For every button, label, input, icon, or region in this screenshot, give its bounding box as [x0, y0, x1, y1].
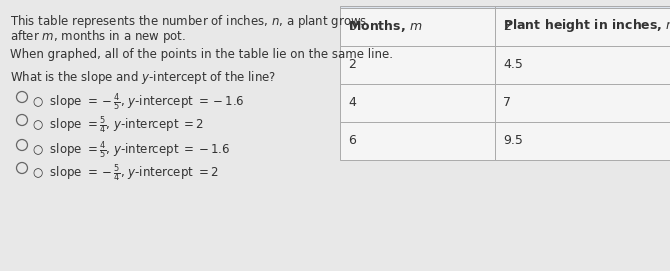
- Bar: [340, 46, 495, 84]
- Text: $\bigcirc$  slope $= -\frac{5}{4}$, $y$-intercept $= 2$: $\bigcirc$ slope $= -\frac{5}{4}$, $y$-i…: [32, 162, 218, 184]
- Text: Plant height in inches, $n$: Plant height in inches, $n$: [503, 18, 670, 34]
- Bar: [340, 6, 495, 46]
- Bar: [340, 8, 495, 46]
- Text: $\bigcirc$  slope $= \frac{5}{4}$, $y$-intercept $= 2$: $\bigcirc$ slope $= \frac{5}{4}$, $y$-in…: [32, 114, 204, 136]
- Text: $\bigcirc$  slope $= -\frac{4}{5}$, $y$-intercept $= -1.6$: $\bigcirc$ slope $= -\frac{4}{5}$, $y$-i…: [32, 91, 245, 113]
- Text: after $m$, months in a new pot.: after $m$, months in a new pot.: [10, 28, 186, 45]
- Text: When graphed, all of the points in the table lie on the same line.: When graphed, all of the points in the t…: [10, 48, 393, 61]
- Text: What is the slope and $y$-intercept of the line?: What is the slope and $y$-intercept of t…: [10, 69, 276, 86]
- Text: 4: 4: [348, 96, 356, 109]
- Text: 0: 0: [348, 21, 356, 34]
- Text: 9.5: 9.5: [503, 134, 523, 147]
- Bar: [495, 46, 670, 84]
- Text: Months, $m$: Months, $m$: [348, 18, 423, 34]
- Bar: [495, 8, 670, 46]
- Bar: [495, 84, 670, 122]
- Text: 2: 2: [503, 21, 511, 34]
- Bar: [340, 84, 495, 122]
- Text: 4.5: 4.5: [503, 59, 523, 72]
- Text: This table represents the number of inches, $n$, a plant grows: This table represents the number of inch…: [10, 13, 367, 30]
- Bar: [340, 122, 495, 160]
- Bar: [495, 6, 670, 46]
- Text: 6: 6: [348, 134, 356, 147]
- Text: 7: 7: [503, 96, 511, 109]
- Text: $\bigcirc$  slope $= \frac{4}{5}$, $y$-intercept $= -1.6$: $\bigcirc$ slope $= \frac{4}{5}$, $y$-in…: [32, 139, 230, 161]
- Bar: [495, 122, 670, 160]
- Text: 2: 2: [348, 59, 356, 72]
